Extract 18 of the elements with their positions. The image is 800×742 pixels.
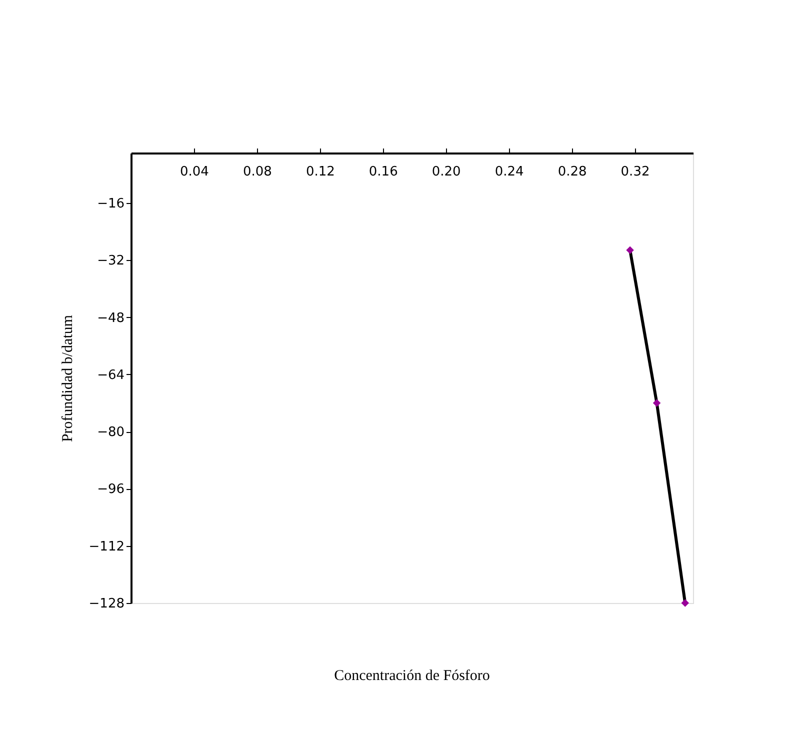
x-tick-label: 0.32 [620,164,650,180]
x-tick-label: 0.08 [242,164,272,180]
x-tick-label: 0.20 [432,164,461,180]
y-tick-label: −32 [97,254,124,269]
x-tick-label: 0.04 [180,164,209,180]
x-tick-label: 0.24 [494,164,524,180]
y-tick-label: −112 [88,539,124,554]
y-tick-label: −80 [97,425,124,440]
y-tick-label: −16 [97,196,124,212]
x-tick-label: 0.28 [558,164,587,180]
y-tick-label: −128 [88,596,124,612]
y-tick-label: −96 [97,482,124,498]
y-tick-label: −48 [97,310,124,326]
x-axis-title: Concentración de Fósforo [334,668,490,684]
y-tick-label: −64 [97,368,124,383]
y-axis-title: Profundidad b/datum [60,314,76,442]
x-tick-label: 0.16 [368,164,398,180]
x-tick-label: 0.12 [306,164,335,180]
